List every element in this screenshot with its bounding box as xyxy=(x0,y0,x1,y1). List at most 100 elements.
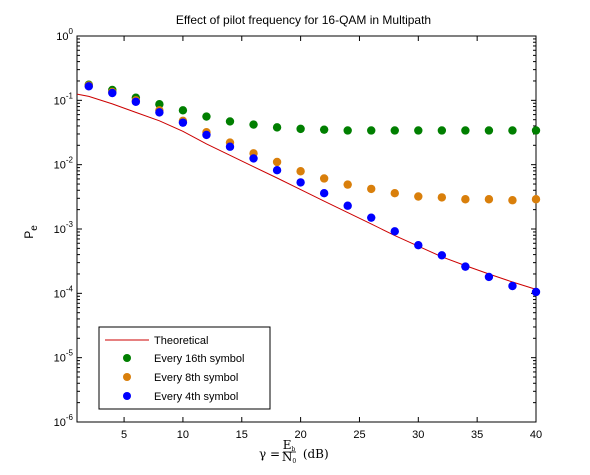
y-tick-label-exponent: -1 xyxy=(66,91,74,100)
x-axis-label-den-sub: 0 xyxy=(292,458,296,465)
data-point-every-4th-symbol xyxy=(249,154,258,163)
data-point-every-16th-symbol xyxy=(508,126,517,135)
data-point-every-8th-symbol xyxy=(461,195,470,204)
data-point-every-16th-symbol xyxy=(390,126,399,135)
data-point-every-4th-symbol xyxy=(225,142,235,151)
data-point-every-8th-symbol xyxy=(508,196,517,205)
x-tick-label: 20 xyxy=(294,429,306,441)
data-point-every-4th-symbol xyxy=(390,227,399,236)
x-tick-label: 5 xyxy=(121,429,127,441)
data-point-every-4th-symbol xyxy=(319,189,329,198)
y-tick-label: 10-4 xyxy=(54,284,74,300)
legend-entry-every-16th: Every 16th symbol xyxy=(123,353,244,365)
x-axis-label-prefix: γ = xyxy=(259,447,280,461)
data-point-every-8th-symbol xyxy=(343,180,352,189)
legend-label-every-8th: Every 8th symbol xyxy=(154,372,238,384)
y-tick-label: 10-1 xyxy=(54,91,74,107)
legend-entry-every-8th: Every 8th symbol xyxy=(123,372,238,384)
legend-label-every-4th: Every 4th symbol xyxy=(154,391,238,403)
y-tick-label-base: 10 xyxy=(54,160,66,172)
data-point-every-16th-symbol xyxy=(178,106,188,115)
data-point-every-16th-symbol xyxy=(367,126,376,135)
data-point-every-16th-symbol xyxy=(484,126,494,135)
data-point-every-16th-symbol xyxy=(461,126,470,135)
data-point-every-4th-symbol xyxy=(508,281,517,291)
data-point-every-16th-symbol xyxy=(272,123,282,132)
data-point-every-16th-symbol xyxy=(343,126,352,135)
x-axis-label-suffix: (dB) xyxy=(299,447,329,461)
data-point-every-4th-symbol xyxy=(202,130,211,140)
y-tick-label: 100 xyxy=(56,27,73,43)
y-tick-label-base: 10 xyxy=(54,95,66,107)
y-tick-label: 10-5 xyxy=(54,349,74,365)
x-tick-label: 10 xyxy=(177,429,189,441)
data-point-every-4th-symbol xyxy=(155,108,164,117)
y-tick-label: 10-6 xyxy=(54,413,74,429)
y-tick-label-exponent: -2 xyxy=(66,156,74,165)
legend-entry-theoretical: Theoretical xyxy=(105,335,208,347)
x-axis-label: γ = Eb N0 (dB) xyxy=(259,438,329,465)
data-point-every-4th-symbol xyxy=(272,166,282,175)
y-tick-label: 10-3 xyxy=(54,220,74,236)
data-point-every-16th-symbol xyxy=(225,117,235,126)
data-point-every-4th-symbol xyxy=(131,97,141,106)
y-tick-label-exponent: -3 xyxy=(66,220,74,229)
data-point-every-8th-symbol xyxy=(531,195,541,204)
data-point-every-8th-symbol xyxy=(367,184,376,194)
y-tick-label: 10-2 xyxy=(54,156,74,172)
legend-swatch-marker xyxy=(123,354,131,362)
y-axis-label: Pe xyxy=(22,225,40,239)
data-point-every-8th-symbol xyxy=(319,174,329,183)
series-line-theoretical xyxy=(76,93,537,290)
y-tick-label-exponent: -6 xyxy=(66,413,74,422)
data-point-every-16th-symbol xyxy=(531,126,541,135)
y-tick-label-base: 10 xyxy=(54,224,66,236)
y-axis-label-sub: e xyxy=(29,225,40,231)
x-axis-label-num-sub: b xyxy=(291,446,295,453)
data-point-every-4th-symbol xyxy=(178,118,188,127)
y-tick-label-exponent: 0 xyxy=(69,27,74,36)
y-tick-label-base: 10 xyxy=(54,288,66,300)
data-point-every-16th-symbol xyxy=(319,125,329,134)
legend-swatch-marker xyxy=(123,373,131,381)
legend: Theoretical Every 16th symbol Every 8th … xyxy=(98,326,271,410)
data-point-every-16th-symbol xyxy=(155,100,164,109)
y-tick-label-base: 10 xyxy=(54,417,66,429)
data-point-every-8th-symbol xyxy=(484,195,494,204)
series-layer xyxy=(76,80,541,297)
chart-title: Effect of pilot frequency for 16-QAM in … xyxy=(176,13,431,27)
data-point-every-4th-symbol xyxy=(461,262,470,271)
data-point-every-4th-symbol xyxy=(437,251,447,260)
data-point-every-16th-symbol xyxy=(414,126,423,135)
data-point-every-4th-symbol xyxy=(414,240,423,250)
data-point-every-16th-symbol xyxy=(202,112,211,121)
data-point-every-8th-symbol xyxy=(272,157,282,167)
data-point-every-4th-symbol xyxy=(343,201,352,210)
x-tick-label: 30 xyxy=(412,429,424,441)
y-axis-label-main: P xyxy=(22,231,36,239)
y-tick-label-base: 10 xyxy=(54,353,66,365)
x-axis: 5 10 15 20 25 30 35 40 xyxy=(121,36,542,441)
legend-label-theoretical: Theoretical xyxy=(154,335,208,347)
y-tick-label-exponent: -4 xyxy=(66,284,74,293)
data-point-every-16th-symbol xyxy=(296,124,305,134)
data-point-every-8th-symbol xyxy=(414,192,423,201)
data-point-every-4th-symbol xyxy=(531,287,541,297)
data-point-every-16th-symbol xyxy=(437,126,447,135)
legend-label-every-16th: Every 16th symbol xyxy=(154,353,244,365)
data-point-every-4th-symbol xyxy=(296,178,305,187)
x-tick-label: 40 xyxy=(530,429,542,441)
data-point-every-4th-symbol xyxy=(484,272,494,282)
x-axis-label-num: E xyxy=(283,438,292,452)
data-point-every-16th-symbol xyxy=(249,120,258,129)
data-point-every-8th-symbol xyxy=(296,167,305,176)
data-point-every-8th-symbol xyxy=(437,193,447,202)
x-tick-label: 15 xyxy=(236,429,248,441)
data-point-every-4th-symbol xyxy=(367,213,376,222)
x-tick-label: 25 xyxy=(353,429,365,441)
data-point-every-4th-symbol xyxy=(108,88,117,98)
data-point-every-8th-symbol xyxy=(390,189,399,198)
svg-text:N0: N0 xyxy=(282,450,297,465)
